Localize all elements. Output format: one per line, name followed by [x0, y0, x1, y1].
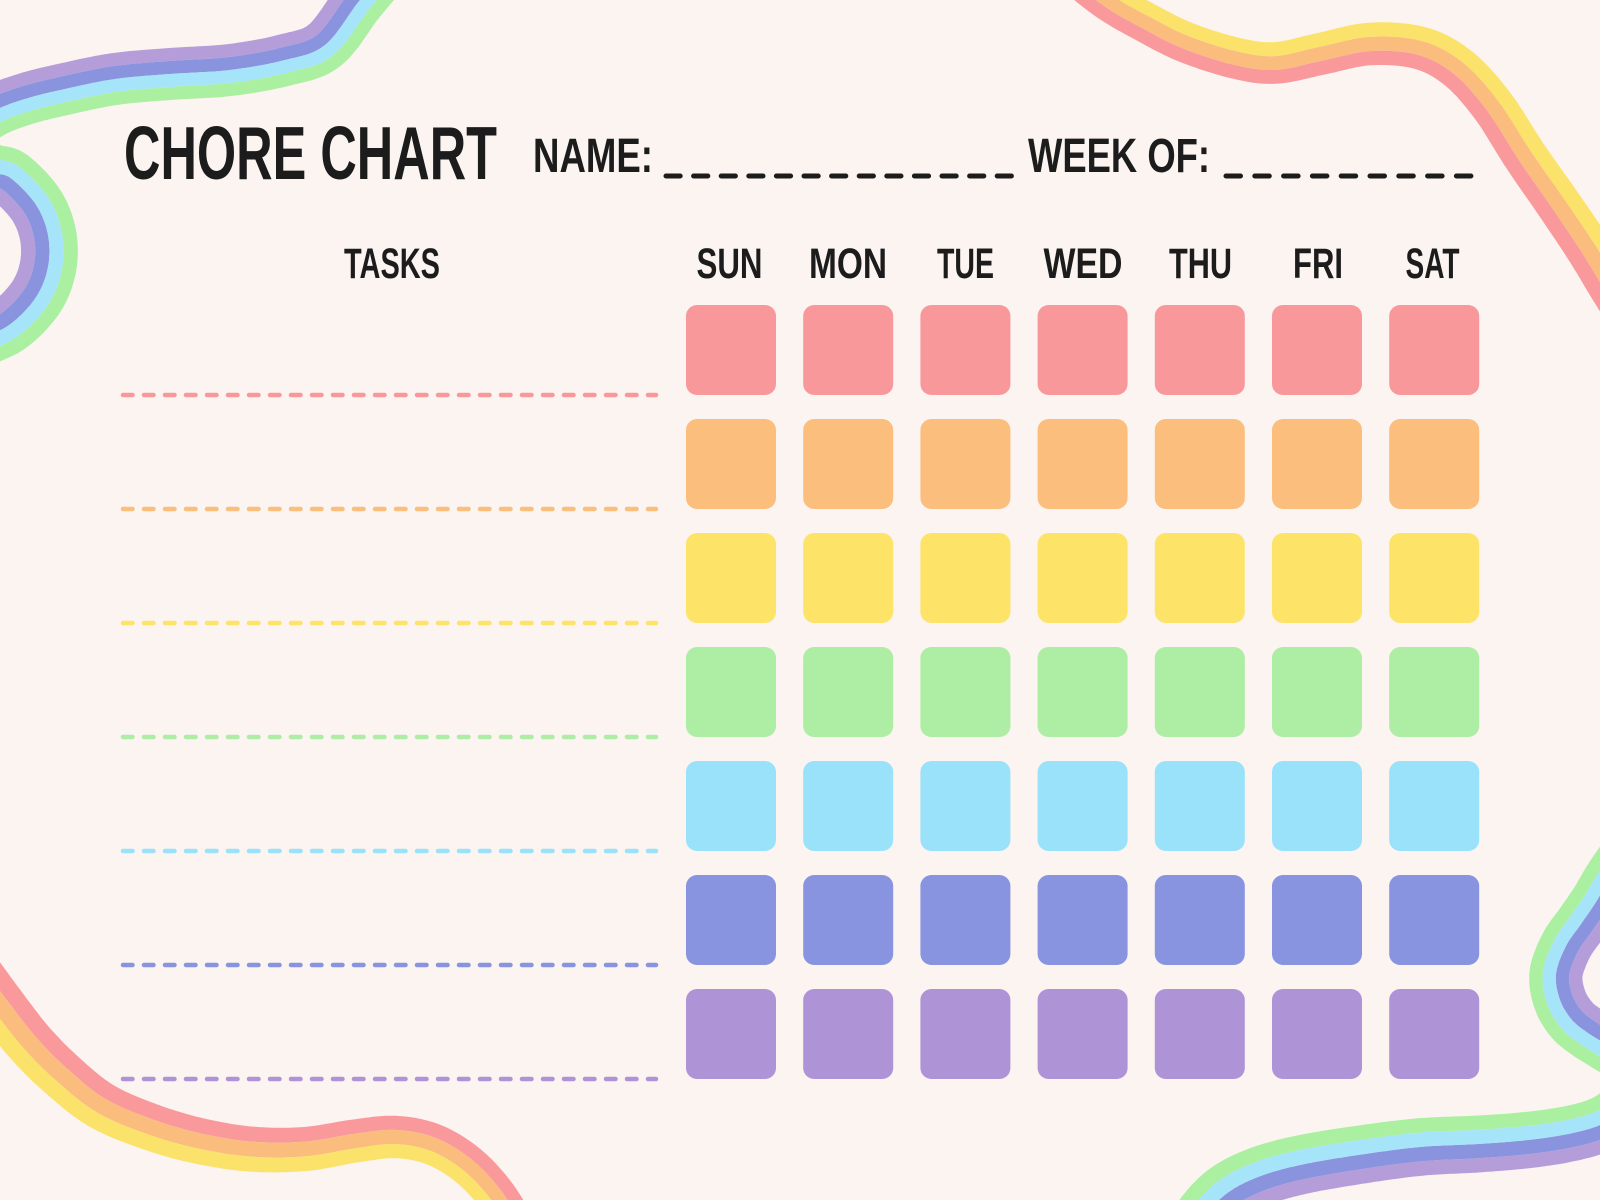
ribbon-top-left-b-green-stripe: [0, 145, 78, 362]
check-cell-row5-sat[interactable]: [1389, 761, 1480, 851]
check-cell-row5-thu[interactable]: [1154, 761, 1245, 851]
ribbon-bottom-left-yellow-stripe: [0, 1018, 492, 1200]
ribbon-bottom-left-pink-stripe: [0, 962, 524, 1200]
check-cell-row4-sun[interactable]: [686, 647, 776, 737]
check-cell-row7-sat[interactable]: [1389, 989, 1480, 1079]
ribbon-top-left-b-cyan-stripe: [0, 159, 64, 346]
ribbon-bottom-right-green-stripe: [1179, 846, 1600, 1200]
check-cell-row3-mon[interactable]: [803, 533, 894, 623]
check-cell-row5-mon[interactable]: [803, 761, 894, 851]
check-cell-row4-tue[interactable]: [920, 647, 1011, 737]
ribbon-top-right-yellow-stripe: [1119, 0, 1600, 253]
check-cell-row2-wed[interactable]: [1037, 419, 1128, 509]
day-header-sat: SAT: [1406, 240, 1460, 288]
check-cell-row3-wed[interactable]: [1037, 533, 1128, 623]
check-cell-row5-tue[interactable]: [920, 761, 1011, 851]
check-cell-row4-sat[interactable]: [1389, 647, 1480, 737]
check-cell-row1-mon[interactable]: [803, 305, 894, 395]
check-cell-row7-wed[interactable]: [1037, 989, 1128, 1079]
day-header-mon: MON: [809, 240, 887, 288]
check-cell-row5-fri[interactable]: [1272, 761, 1362, 851]
ribbon-top-left-a-green-stripe: [0, 0, 394, 138]
check-cell-row2-thu[interactable]: [1154, 419, 1245, 509]
check-cell-row4-wed[interactable]: [1037, 647, 1128, 737]
check-cell-row3-sat[interactable]: [1389, 533, 1480, 623]
task-lines: [120, 392, 659, 1082]
check-cell-row6-wed[interactable]: [1037, 875, 1128, 965]
check-cell-row5-sun[interactable]: [686, 761, 776, 851]
check-cell-row7-thu[interactable]: [1154, 989, 1245, 1079]
ribbon-top-left-b-lavender-stripe: [0, 188, 36, 315]
check-cell-row3-tue[interactable]: [920, 533, 1011, 623]
check-cell-row7-fri[interactable]: [1272, 989, 1362, 1079]
check-cell-row6-tue[interactable]: [920, 875, 1011, 965]
check-cell-row6-thu[interactable]: [1154, 875, 1245, 965]
check-cell-row4-fri[interactable]: [1272, 647, 1362, 737]
week-of-label: WEEK OF:: [1028, 130, 1210, 183]
page-title: CHORE CHART: [124, 111, 497, 195]
check-cell-row7-mon[interactable]: [803, 989, 894, 1079]
check-cell-row6-sat[interactable]: [1389, 875, 1480, 965]
check-cell-row1-fri[interactable]: [1272, 305, 1362, 395]
day-header-thu: THU: [1169, 240, 1232, 288]
check-cell-row7-sun[interactable]: [686, 989, 776, 1079]
check-cell-row2-sun[interactable]: [686, 419, 776, 509]
ribbon-top-left-a-lavender-stripe: [0, 0, 344, 94]
check-cell-row2-tue[interactable]: [920, 419, 1011, 509]
check-cell-row5-wed[interactable]: [1037, 761, 1128, 851]
check-cell-row2-sat[interactable]: [1389, 419, 1480, 509]
check-cell-row1-wed[interactable]: [1037, 305, 1128, 395]
check-cell-row2-fri[interactable]: [1272, 419, 1362, 509]
name-label: NAME:: [533, 130, 653, 183]
header: CHORE CHART NAME: WEEK OF:: [124, 111, 1474, 195]
ribbon-top-left-b-periwinkle-stripe: [0, 174, 50, 331]
tasks-header: TASKS: [344, 240, 440, 288]
check-cell-row7-tue[interactable]: [920, 989, 1011, 1079]
check-cell-row1-tue[interactable]: [920, 305, 1011, 395]
day-header-sun: SUN: [697, 240, 763, 288]
check-cell-row4-mon[interactable]: [803, 647, 894, 737]
ribbon-top-right-pink-stripe: [1074, 0, 1600, 312]
table-headers: TASKS SUN MON TUE WED THU FRI SAT: [344, 240, 1460, 288]
check-cell-row3-sun[interactable]: [686, 533, 776, 623]
check-cell-row3-fri[interactable]: [1272, 533, 1362, 623]
ribbon-top-right-orange-stripe: [1095, 0, 1600, 283]
day-header-fri: FRI: [1293, 240, 1343, 288]
check-cell-row1-sun[interactable]: [686, 305, 776, 395]
check-cell-row6-fri[interactable]: [1272, 875, 1362, 965]
check-cell-row6-sun[interactable]: [686, 875, 776, 965]
check-cell-row1-thu[interactable]: [1154, 305, 1245, 395]
day-header-tue: TUE: [937, 240, 994, 288]
check-cell-row4-thu[interactable]: [1154, 647, 1245, 737]
ribbon-top-left-a-periwinkle-stripe: [0, 0, 360, 109]
checkbox-grid: [686, 305, 1480, 1079]
check-cell-row3-thu[interactable]: [1154, 533, 1245, 623]
check-cell-row6-mon[interactable]: [803, 875, 894, 965]
ribbon-top-left-a-cyan-stripe: [0, 0, 377, 123]
day-header-wed: WED: [1044, 240, 1123, 288]
check-cell-row1-sat[interactable]: [1389, 305, 1480, 395]
check-cell-row2-mon[interactable]: [803, 419, 894, 509]
